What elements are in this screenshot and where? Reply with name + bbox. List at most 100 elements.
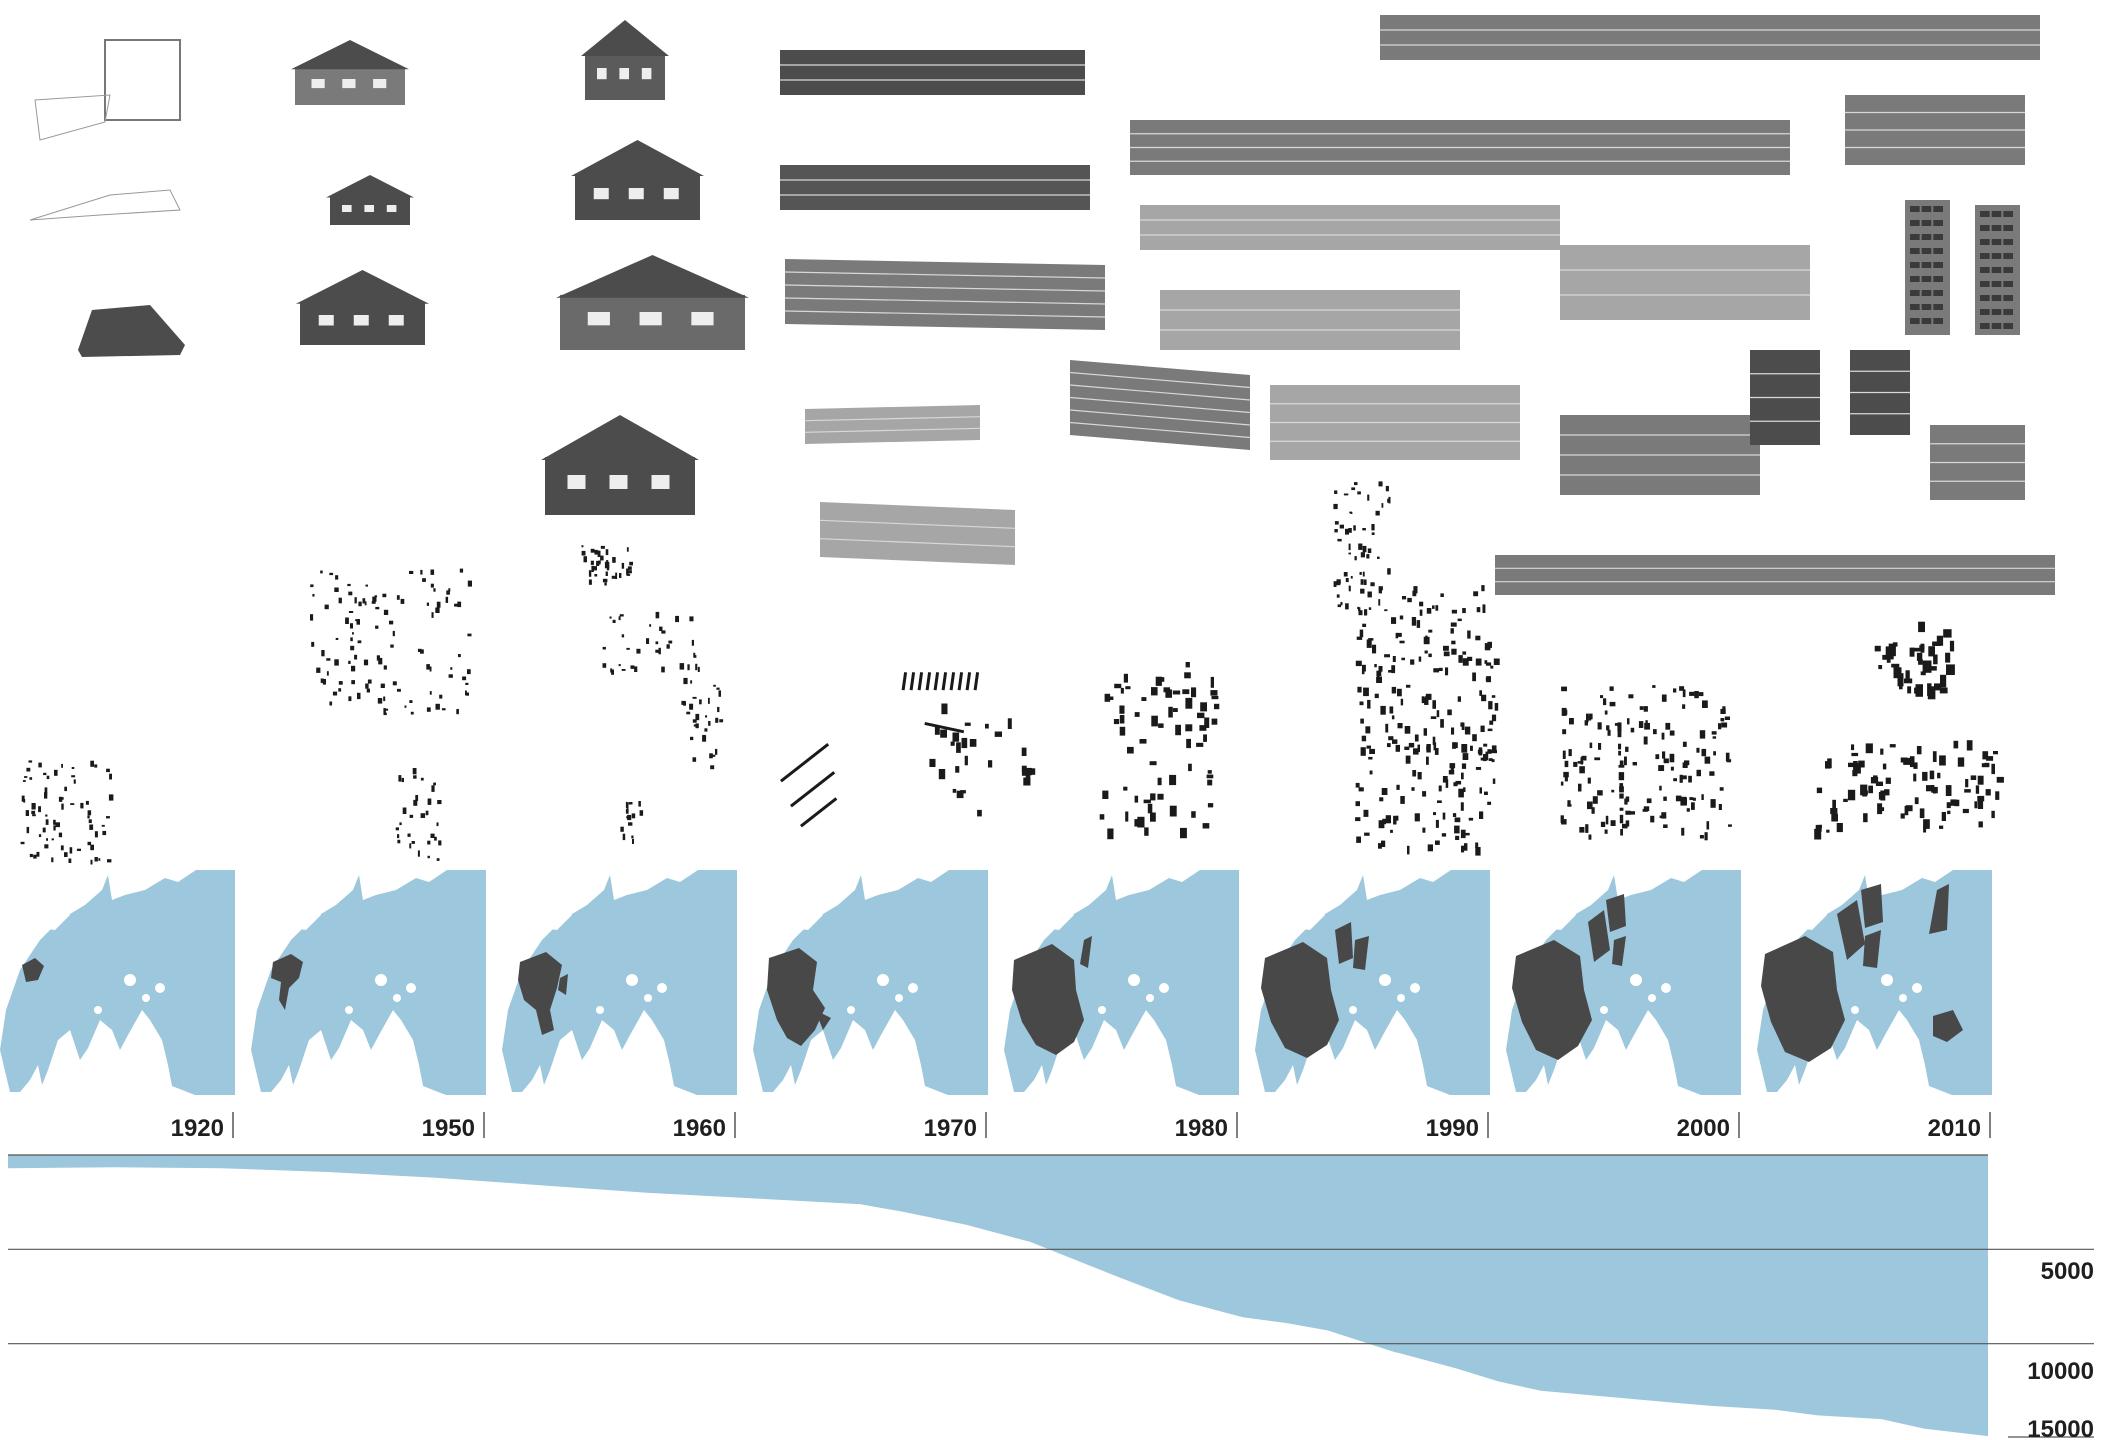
building-footprint [1711, 731, 1717, 735]
building-footprint [338, 681, 343, 685]
building-footprint [1481, 585, 1485, 592]
building-footprint [605, 549, 609, 556]
building-footprint [1843, 798, 1848, 802]
building-footprint [58, 796, 63, 802]
floor-line [784, 310, 1106, 318]
building-footprint [21, 795, 25, 802]
building-footprint [338, 688, 342, 692]
house-window [593, 188, 609, 200]
building-footprint [1413, 586, 1418, 594]
building-footprint [661, 630, 666, 634]
building-footprint [1426, 608, 1432, 614]
building-footprint [29, 853, 33, 858]
building-footprint [71, 775, 76, 778]
building-footprint [683, 677, 688, 685]
tower-window [1910, 318, 1920, 324]
building-footprint [719, 719, 724, 723]
map-island-3 [847, 1006, 855, 1014]
building-footprint [1363, 687, 1369, 697]
floor-line [819, 519, 1016, 529]
plan-cluster-5 [681, 677, 724, 770]
tower-window [2003, 253, 2013, 259]
tower-window [2003, 225, 2013, 231]
building-footprint [1391, 715, 1395, 720]
building-footprint [80, 802, 84, 809]
building-footprint [1597, 722, 1602, 730]
building-footprint [985, 723, 989, 729]
building-footprint [1475, 767, 1482, 770]
plan-slabs-1970 [780, 672, 980, 828]
building-footprint [441, 708, 446, 711]
building-footprint [1185, 662, 1190, 668]
building-footprint [1385, 485, 1389, 492]
building-footprint [1487, 801, 1492, 805]
building-footprint [1484, 660, 1488, 664]
building-footprint [1560, 781, 1564, 786]
map-island-2 [406, 983, 416, 993]
building-footprint [348, 660, 351, 664]
building-footprint [1932, 641, 1941, 646]
building-footprint [1384, 654, 1390, 658]
building-footprint [689, 616, 694, 622]
building-footprint [1423, 636, 1430, 645]
building-footprint [363, 659, 369, 666]
building-footprint [1445, 667, 1449, 676]
building-footprint [988, 760, 993, 768]
building-footprint [1207, 770, 1212, 774]
building-footprint [1940, 674, 1947, 688]
building-footprint [1618, 772, 1625, 781]
building-footprint [631, 835, 634, 839]
building-footprint [1619, 783, 1624, 788]
map-land-1970 [753, 890, 823, 940]
building-footprint [1359, 572, 1362, 575]
building-footprint [1172, 708, 1178, 712]
building-footprint [1826, 829, 1830, 833]
building-footprint [61, 803, 64, 810]
building-footprint [690, 736, 694, 741]
building-footprint [1562, 750, 1566, 759]
building-footprint [1941, 812, 1946, 821]
building-footprint [87, 810, 92, 816]
building-footprint [1937, 772, 1941, 779]
building-footprint [1699, 730, 1706, 739]
building-footprint [1491, 695, 1496, 698]
map-island-3 [1098, 1006, 1106, 1014]
building-footprint [1709, 771, 1715, 776]
building-footprint [1363, 809, 1369, 817]
building-footprint [1561, 707, 1567, 716]
building-footprint [1368, 638, 1374, 641]
building-footprint [655, 611, 660, 619]
building-footprint [392, 630, 395, 637]
building-footprint [1914, 687, 1920, 694]
building-footprint [1199, 725, 1207, 731]
building-footprint [1378, 481, 1383, 487]
building-footprint [693, 655, 697, 658]
building-footprint [1965, 779, 1969, 788]
building-footprint [1204, 717, 1210, 728]
building-footprint [1909, 647, 1915, 657]
building-footprint [1155, 676, 1162, 686]
building-footprint [1454, 825, 1460, 834]
building-footprint [590, 560, 594, 565]
building-footprint [1371, 532, 1375, 535]
population-chart: 5000 10000 15000 [8, 1154, 2094, 1440]
building-footprint [1366, 745, 1371, 749]
building-footprint [1984, 762, 1990, 767]
building-footprint [1418, 656, 1422, 662]
building-footprint [1661, 694, 1667, 702]
building-footprint [621, 669, 626, 671]
slab-block [949, 672, 956, 691]
building-footprint [1950, 799, 1957, 806]
building-footprint [1460, 802, 1464, 811]
building-footprint [1933, 654, 1938, 665]
building-footprint [465, 690, 467, 696]
tower-window [1980, 253, 1990, 259]
house-window [353, 315, 369, 326]
building-footprint [1404, 746, 1410, 750]
building-footprint [1333, 503, 1338, 510]
building-footprint [1371, 524, 1375, 531]
building-footprint [1021, 747, 1027, 756]
turf-hut [78, 305, 185, 357]
building-footprint [639, 810, 644, 816]
building-footprint [1457, 618, 1462, 622]
